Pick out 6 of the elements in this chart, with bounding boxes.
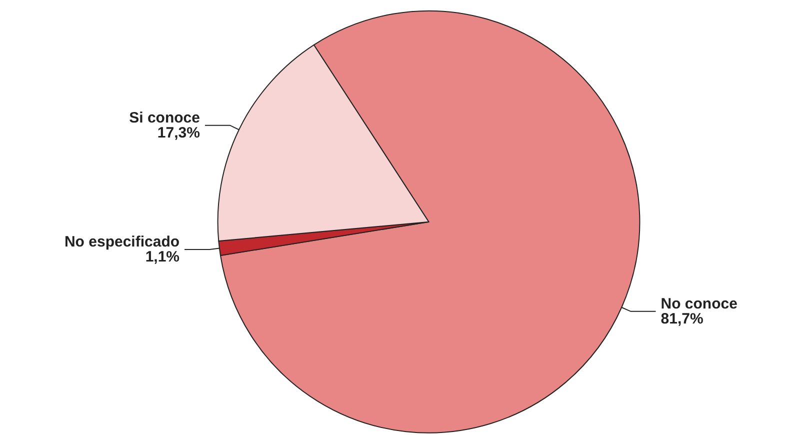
slice-label: No conoce	[660, 295, 738, 312]
data-label: 1,1%	[145, 248, 180, 266]
data-label: 17,3%	[157, 124, 200, 142]
slice-label: Si conoce	[129, 109, 200, 126]
data-label: 81,7%	[660, 310, 704, 328]
slice-label: No especificado	[64, 234, 180, 251]
